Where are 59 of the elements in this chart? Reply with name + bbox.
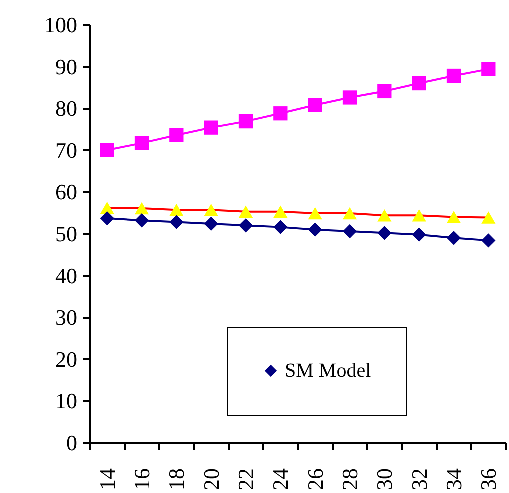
y-tick-label: 40 [56,263,78,288]
x-tick-label: 26 [302,468,328,490]
x-tick-label: 32 [406,468,432,490]
x-tick-label: 34 [442,468,466,490]
point [308,222,322,237]
x-tick-label: 28 [338,468,362,490]
y-tick-label: 100 [44,12,78,38]
point [378,84,392,99]
point [412,228,426,242]
x-tick-label: 30 [372,468,398,490]
x-tick-label: 16 [130,468,154,490]
point [134,214,150,228]
point [170,215,184,230]
point [378,226,392,240]
y-tick-label: 70 [56,138,78,163]
point [342,224,358,239]
point [274,106,288,121]
point [308,207,322,220]
point [238,218,254,233]
point [412,209,426,222]
point [342,207,358,220]
x-tick-label: 24 [268,468,294,490]
y-tick-label: 20 [56,346,78,372]
point [446,68,462,84]
point [308,98,322,112]
point [238,114,254,129]
point [446,231,462,246]
point [238,206,254,218]
point [446,211,462,224]
point [412,76,426,91]
x-tick-label: 14 [94,468,120,490]
point [170,128,184,142]
y-tick-label: 0 [66,430,78,456]
point [204,216,218,232]
y-tick-label: 10 [56,388,78,414]
point [134,202,150,215]
point [482,212,496,224]
x-tick-label: 18 [164,468,190,490]
x-tick-label: 20 [198,468,224,490]
y-tick-label: 90 [56,54,78,80]
point [482,62,496,76]
x-tick-label: 36 [476,468,502,490]
y-tick-label: 50 [56,222,78,246]
point [274,220,288,234]
point [482,234,496,248]
legend-label: SM Model [285,360,372,382]
point [204,120,218,135]
point [134,136,150,150]
point [342,90,358,105]
point [204,204,218,216]
x-tick-label: 22 [234,468,258,490]
point [100,143,114,158]
point [378,209,392,222]
point [170,204,184,216]
y-tick-label: 60 [56,180,78,205]
point [274,206,288,218]
y-tick-label: 30 [56,305,78,330]
y-tick-label: 80 [56,96,78,122]
point [100,211,114,226]
